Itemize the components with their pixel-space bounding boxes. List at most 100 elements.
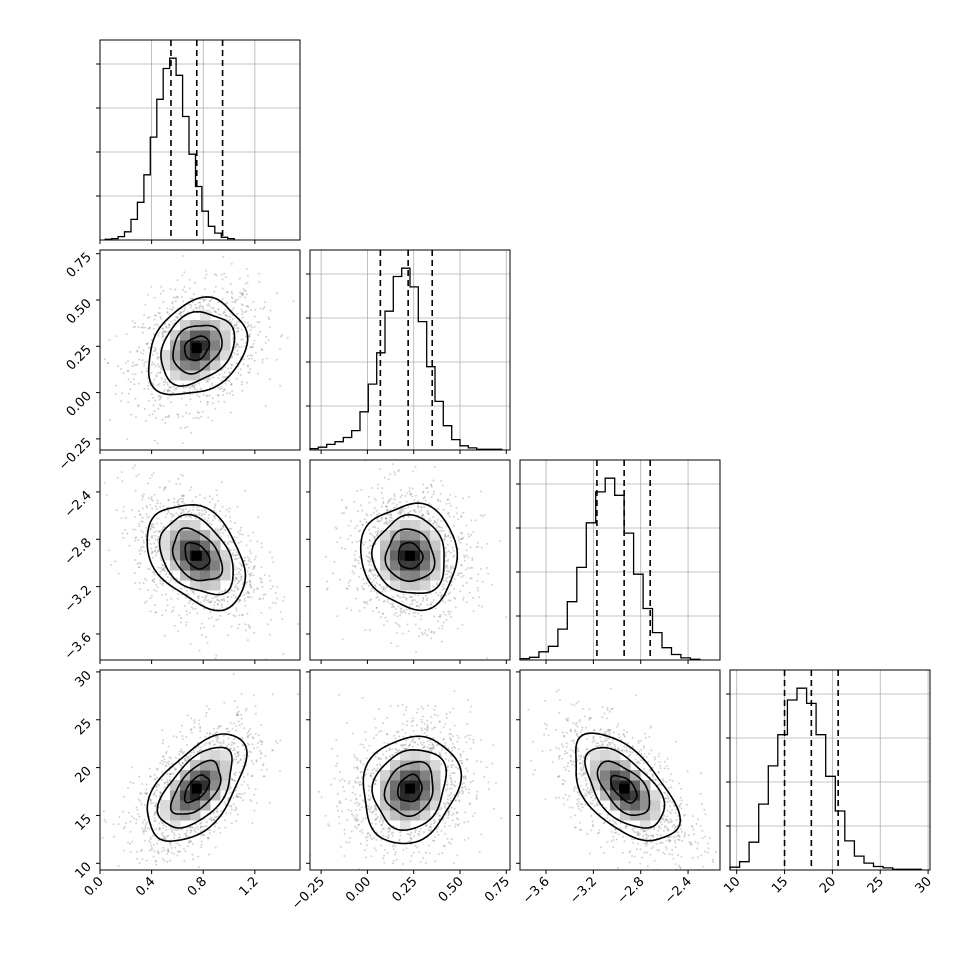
scatter-point [666,827,669,830]
scatter-point [135,536,138,539]
scatter-point [437,500,440,502]
scatter-point [426,510,429,513]
scatter-point [366,832,369,835]
scatter-point [236,713,239,716]
scatter-point [360,771,363,773]
scatter-point [214,503,217,506]
scatter-point [234,346,237,349]
scatter-point [461,783,464,786]
scatter-point [238,771,241,774]
scatter-point [177,593,180,595]
scatter-point [244,296,247,299]
scatter-point [375,817,378,820]
scatter-point [264,404,267,407]
scatter-point [235,353,238,356]
scatter-point [211,597,214,600]
scatter-point [376,518,379,520]
scatter-point [633,831,636,834]
scatter-point [256,742,259,745]
scatter-point [235,344,238,347]
scatter-point [560,757,563,760]
density-cell [410,760,421,771]
scatter-point [665,781,668,784]
scatter-point [364,629,367,632]
scatter-point [166,307,169,310]
scatter-point [447,747,450,750]
scatter-point [155,417,157,419]
scatter-point [172,880,174,882]
scatter-point [196,751,199,754]
scatter-point [132,326,135,329]
scatter-point [117,572,120,575]
scatter-point [446,573,449,576]
scatter-point [674,846,677,849]
scatter-point [437,507,440,510]
scatter-point [585,757,588,760]
scatter-point [373,535,376,538]
scatter-point [150,547,152,550]
scatter-point [235,577,237,580]
scatter-point [691,856,694,859]
scatter-point [230,822,233,825]
scatter-point [182,508,185,511]
grid-lines [520,460,720,660]
scatter-point [412,729,415,732]
scatter-point [279,739,282,742]
scatter-point [153,581,156,584]
scatter-point [527,708,530,711]
scatter-point [382,834,385,837]
scatter-point [440,830,443,832]
scatter-point [641,837,644,840]
density-cell [620,770,631,781]
scatter-point [211,382,213,385]
scatter-point [144,326,147,329]
scatter-point [370,590,373,593]
scatter-point [445,578,447,581]
scatter-point [544,798,547,801]
scatter-point [161,831,164,834]
scatter-point [173,388,176,391]
scatter-point [218,313,220,316]
scatter-point [230,382,233,385]
scatter-point [645,837,648,840]
scatter-point [143,314,146,316]
scatter-point [380,516,383,519]
scatter-point [389,705,392,707]
scatter-point [351,564,354,567]
scatter-point [419,827,422,830]
scatter-point [197,866,200,869]
density-cell [410,530,421,541]
scatter-point [191,298,194,301]
scatter-point [658,761,661,763]
density-cell [200,530,211,541]
scatter-point [218,591,221,594]
scatter-point [381,590,384,593]
scatter-point [378,730,381,733]
scatter-point [669,835,672,838]
scatter-point [197,301,200,304]
scatter-point [249,329,252,332]
scatter-point [422,490,425,493]
scatter-point [432,744,435,747]
scatter-point [414,466,417,469]
scatter-point [152,844,155,846]
scatter-point [212,625,215,628]
scatter-point [667,787,670,789]
scatter-point [175,736,178,739]
scatter-point [585,789,588,792]
scatter-point [215,737,218,740]
scatter-point [222,255,225,258]
scatter-point [217,377,220,379]
scatter-point [385,505,388,508]
scatter-point [333,777,336,780]
scatter-point [410,720,413,723]
scatter-point [386,509,388,512]
scatter-point [475,760,478,763]
scatter-point [141,821,144,824]
scatter-point [176,842,179,845]
scatter-point [445,757,448,760]
scatter-point [426,724,429,727]
scatter-point [183,307,186,310]
scatter-point [475,798,478,801]
scatter-point [383,741,386,744]
